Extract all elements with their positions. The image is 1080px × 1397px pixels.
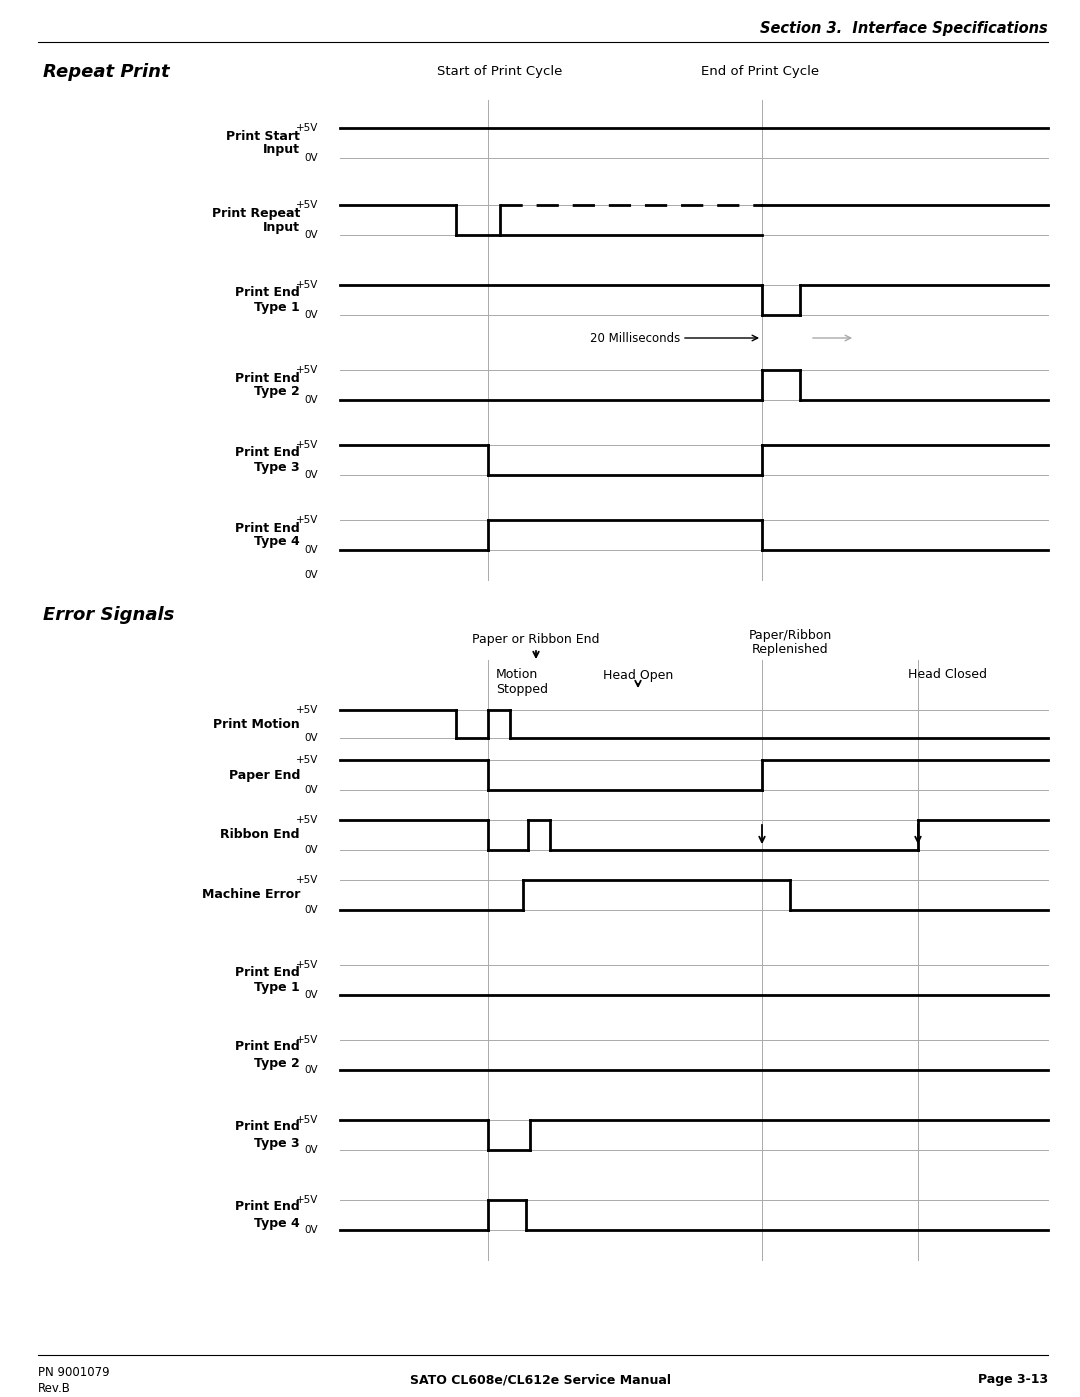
Text: Print End: Print End (235, 1120, 300, 1133)
Text: +5V: +5V (296, 1115, 318, 1125)
Text: 0V: 0V (305, 469, 318, 481)
Text: Print End: Print End (235, 447, 300, 460)
Text: SATO CL608e/CL612e Service Manual: SATO CL608e/CL612e Service Manual (409, 1373, 671, 1386)
Text: Type 3: Type 3 (255, 461, 300, 474)
Text: +5V: +5V (296, 515, 318, 525)
Text: Print Repeat: Print Repeat (212, 207, 300, 219)
Text: Print End: Print End (235, 965, 300, 978)
Text: Type 3: Type 3 (255, 1137, 300, 1150)
Text: PN 9001079: PN 9001079 (38, 1366, 110, 1379)
Text: 20 Milliseconds: 20 Milliseconds (590, 331, 680, 345)
Text: Machine Error: Machine Error (202, 888, 300, 901)
Text: +5V: +5V (296, 960, 318, 970)
Text: +5V: +5V (296, 365, 318, 374)
Text: 0V: 0V (305, 1065, 318, 1076)
Text: Type 4: Type 4 (254, 1217, 300, 1229)
Text: 0V: 0V (305, 154, 318, 163)
Text: Input: Input (264, 221, 300, 233)
Text: Print Motion: Print Motion (213, 718, 300, 731)
Text: +5V: +5V (296, 440, 318, 450)
Text: +5V: +5V (296, 814, 318, 826)
Text: Error Signals: Error Signals (43, 606, 174, 624)
Text: 0V: 0V (305, 1146, 318, 1155)
Text: 0V: 0V (305, 905, 318, 915)
Text: Motion: Motion (496, 669, 538, 682)
Text: Start of Print Cycle: Start of Print Cycle (437, 66, 563, 78)
Text: +5V: +5V (296, 754, 318, 766)
Text: Stopped: Stopped (496, 683, 548, 696)
Text: Type 1: Type 1 (254, 982, 300, 995)
Text: Print End: Print End (235, 286, 300, 299)
Text: +5V: +5V (296, 705, 318, 715)
Text: 0V: 0V (305, 733, 318, 743)
Text: +5V: +5V (296, 123, 318, 133)
Text: +5V: +5V (296, 1194, 318, 1206)
Text: Input: Input (264, 144, 300, 156)
Text: Print End: Print End (235, 1200, 300, 1214)
Text: Print End: Print End (235, 372, 300, 384)
Text: Repeat Print: Repeat Print (43, 63, 170, 81)
Text: 0V: 0V (305, 785, 318, 795)
Text: 0V: 0V (305, 845, 318, 855)
Text: +5V: +5V (296, 875, 318, 886)
Text: 0V: 0V (305, 545, 318, 555)
Text: Print End: Print End (235, 521, 300, 535)
Text: Replenished: Replenished (752, 643, 828, 655)
Text: Type 1: Type 1 (254, 300, 300, 313)
Text: Paper or Ribbon End: Paper or Ribbon End (472, 633, 599, 647)
Text: Print End: Print End (235, 1041, 300, 1053)
Text: Print Start: Print Start (226, 130, 300, 142)
Text: Paper End: Paper End (229, 768, 300, 781)
Text: Ribbon End: Ribbon End (220, 828, 300, 841)
Text: 0V: 0V (305, 395, 318, 405)
Text: Type 4: Type 4 (254, 535, 300, 549)
Text: Head Closed: Head Closed (908, 669, 987, 682)
Text: 0V: 0V (305, 310, 318, 320)
Text: Page 3-13: Page 3-13 (977, 1373, 1048, 1386)
Text: Paper/Ribbon: Paper/Ribbon (748, 629, 832, 641)
Text: +5V: +5V (296, 1035, 318, 1045)
Text: +5V: +5V (296, 279, 318, 291)
Text: Head Open: Head Open (603, 669, 673, 682)
Text: Section 3.  Interface Specifications: Section 3. Interface Specifications (760, 21, 1048, 35)
Text: Type 2: Type 2 (254, 386, 300, 398)
Text: 0V: 0V (305, 1225, 318, 1235)
Text: 0V: 0V (305, 990, 318, 1000)
Text: +5V: +5V (296, 200, 318, 210)
Text: End of Print Cycle: End of Print Cycle (701, 66, 819, 78)
Text: 0V: 0V (305, 570, 318, 580)
Text: Type 2: Type 2 (254, 1056, 300, 1070)
Text: 0V: 0V (305, 231, 318, 240)
Text: Rev.B: Rev.B (38, 1382, 71, 1394)
